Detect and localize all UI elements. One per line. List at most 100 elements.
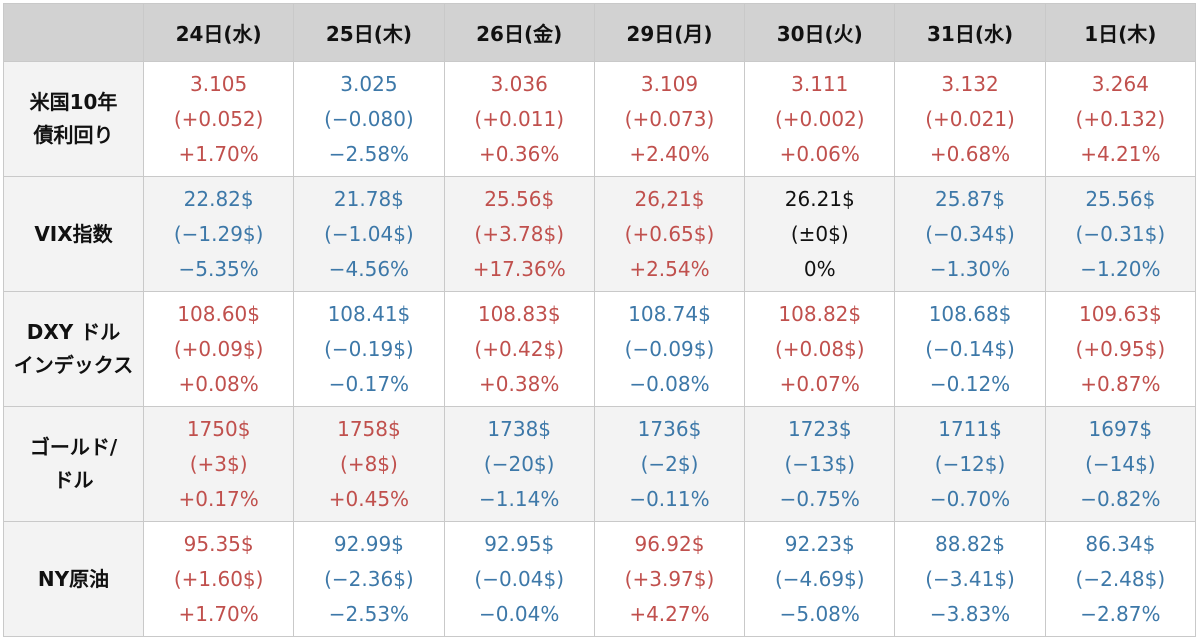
cell-pct: −3.83%: [929, 601, 1011, 626]
cell-value: 108.83$: [477, 301, 561, 326]
data-cell: 95.35$ (+1.60$) +1.70%: [142, 521, 295, 637]
cell-pct: +0.68%: [929, 141, 1011, 166]
date-header: 25日(木): [293, 3, 445, 62]
cell-change: (−2$): [640, 451, 699, 476]
data-cell: 21.78$ (−1.04$) −4.56%: [293, 176, 445, 292]
cell-change: (+0.95$): [1075, 336, 1166, 361]
cell-change: (−0.080): [324, 106, 414, 131]
cell-pct: −0.82%: [1080, 486, 1161, 511]
cell-change: (+0.08$): [774, 336, 865, 361]
cell-value: 25.87$: [935, 186, 1006, 211]
cell-value: 86.34$: [1085, 531, 1156, 556]
cell-change: (−13$): [784, 451, 856, 476]
cell-pct: +1.70%: [178, 601, 259, 626]
data-cell: 26.21$ (±0$) 0%: [744, 176, 896, 292]
cell-pct: +0.87%: [1080, 371, 1161, 396]
cell-pct: −4.56%: [328, 256, 410, 281]
data-cell: 3.111 (+0.002) +0.06%: [744, 61, 896, 177]
row-label-line: NY原油: [37, 566, 110, 591]
cell-value: 26.21$: [784, 186, 855, 211]
data-cell: 108.82$ (+0.08$) +0.07%: [744, 291, 896, 407]
cell-change: (+0.052): [173, 106, 264, 131]
cell-value: 1711$: [938, 416, 1002, 441]
cell-value: 3.132: [941, 71, 999, 96]
cell-change: (−0.19$): [324, 336, 414, 361]
cell-value: 1738$: [487, 416, 552, 441]
data-cell: 22.82$ (−1.29$) −5.35%: [142, 176, 295, 292]
cell-value: 1736$: [637, 416, 702, 441]
date-header: 26日(金): [443, 3, 595, 62]
cell-change: (+0.65$): [624, 221, 715, 246]
cell-value: 92.99$: [333, 531, 404, 556]
data-cell: 92.95$ (−0.04$) −0.04%: [443, 521, 595, 637]
row-label: VIX指数: [3, 176, 144, 292]
row-label: DXY ドル インデックス: [3, 291, 144, 407]
cell-pct: +4.27%: [629, 601, 710, 626]
cell-value: 3.105: [190, 71, 248, 96]
cell-value: 3.025: [340, 71, 398, 96]
row-label: 米国10年 債利回り: [3, 61, 144, 177]
cell-change: (±0$): [790, 221, 849, 246]
row-label: ゴールド/ドル: [3, 406, 144, 522]
row-label-line: DXY ドル: [26, 320, 121, 344]
data-cell: 108.83$ (+0.42$) +0.38%: [443, 291, 595, 407]
cell-pct: 0%: [803, 256, 836, 281]
cell-value: 25.56$: [484, 186, 555, 211]
date-header: 31日(水): [894, 3, 1046, 62]
table-row: 米国10年 債利回り 3.105 (+0.052) +1.70% 3.025 (−0.080…: [3, 61, 1197, 177]
cell-value: 108.68$: [928, 301, 1012, 326]
cell-change: (+8$): [340, 451, 398, 476]
cell-change: (+0.002): [774, 106, 865, 131]
data-cell: 109.63$ (+0.95$) +0.87%: [1044, 291, 1197, 407]
data-cell: 25.56$ (+3.78$) +17.36%: [443, 176, 595, 292]
cell-change: (+3.78$): [474, 221, 565, 246]
date-header: 29日(月): [593, 3, 746, 62]
cell-value: 95.35$: [183, 531, 254, 556]
date-header: 24日(水): [142, 3, 295, 62]
cell-change: (−14$): [1085, 451, 1156, 476]
cell-value: 1697$: [1088, 416, 1153, 441]
cell-pct: +1.70%: [178, 141, 259, 166]
cell-pct: +0.06%: [779, 141, 860, 166]
data-cell: 3.025 (−0.080) −2.58%: [293, 61, 445, 177]
cell-pct: −0.08%: [629, 371, 710, 396]
header-corner-cell: [3, 3, 144, 62]
data-cell: 1711$ (−12$) −0.70%: [894, 406, 1046, 522]
cell-pct: −5.08%: [779, 601, 860, 626]
data-cell: 86.34$ (−2.48$) −2.87%: [1044, 521, 1197, 637]
data-cell: 25.56$ (−0.31$) −1.20%: [1044, 176, 1197, 292]
cell-change: (−2.36$): [324, 566, 414, 591]
cell-pct: +0.07%: [779, 371, 860, 396]
cell-value: 3.109: [640, 71, 699, 96]
cell-value: 92.95$: [484, 531, 555, 556]
cell-pct: +0.08%: [178, 371, 259, 396]
cell-value: 21.78$: [333, 186, 404, 211]
data-cell: 108.60$ (+0.09$) +0.08%: [142, 291, 295, 407]
table-row: DXY ドル インデックス 108.60$ (+0.09$) +0.08% 108.41$…: [3, 291, 1197, 407]
cell-change: (−0.14$): [925, 336, 1015, 361]
data-cell: 92.99$ (−2.36$) −2.53%: [293, 521, 445, 637]
cell-value: 1758$: [337, 416, 401, 441]
cell-pct: +0.45%: [328, 486, 410, 511]
data-cell: 1738$ (−20$) −1.14%: [443, 406, 595, 522]
row-label-line: ドル: [53, 468, 94, 492]
cell-value: 3.264: [1091, 71, 1149, 96]
cell-pct: −0.11%: [629, 486, 710, 511]
cell-value: 26,21$: [634, 186, 705, 211]
data-cell: 25.87$ (−0.34$) −1.30%: [894, 176, 1046, 292]
cell-pct: +2.54%: [629, 256, 710, 281]
cell-change: (+0.021): [925, 106, 1015, 131]
cell-change: (−1.04$): [324, 221, 414, 246]
cell-pct: +17.36%: [472, 256, 566, 281]
cell-pct: +4.21%: [1080, 141, 1161, 166]
data-cell: 1723$ (−13$) −0.75%: [744, 406, 896, 522]
cell-pct: −2.53%: [328, 601, 410, 626]
cell-change: (+0.011): [474, 106, 565, 131]
row-label: NY原油: [3, 521, 144, 637]
cell-value: 3.036: [490, 71, 548, 96]
data-cell: 108.41$ (−0.19$) −0.17%: [293, 291, 445, 407]
cell-change: (−12$): [934, 451, 1006, 476]
cell-value: 1750$: [186, 416, 251, 441]
cell-value: 108.74$: [628, 301, 711, 326]
cell-pct: −1.20%: [1080, 256, 1161, 281]
